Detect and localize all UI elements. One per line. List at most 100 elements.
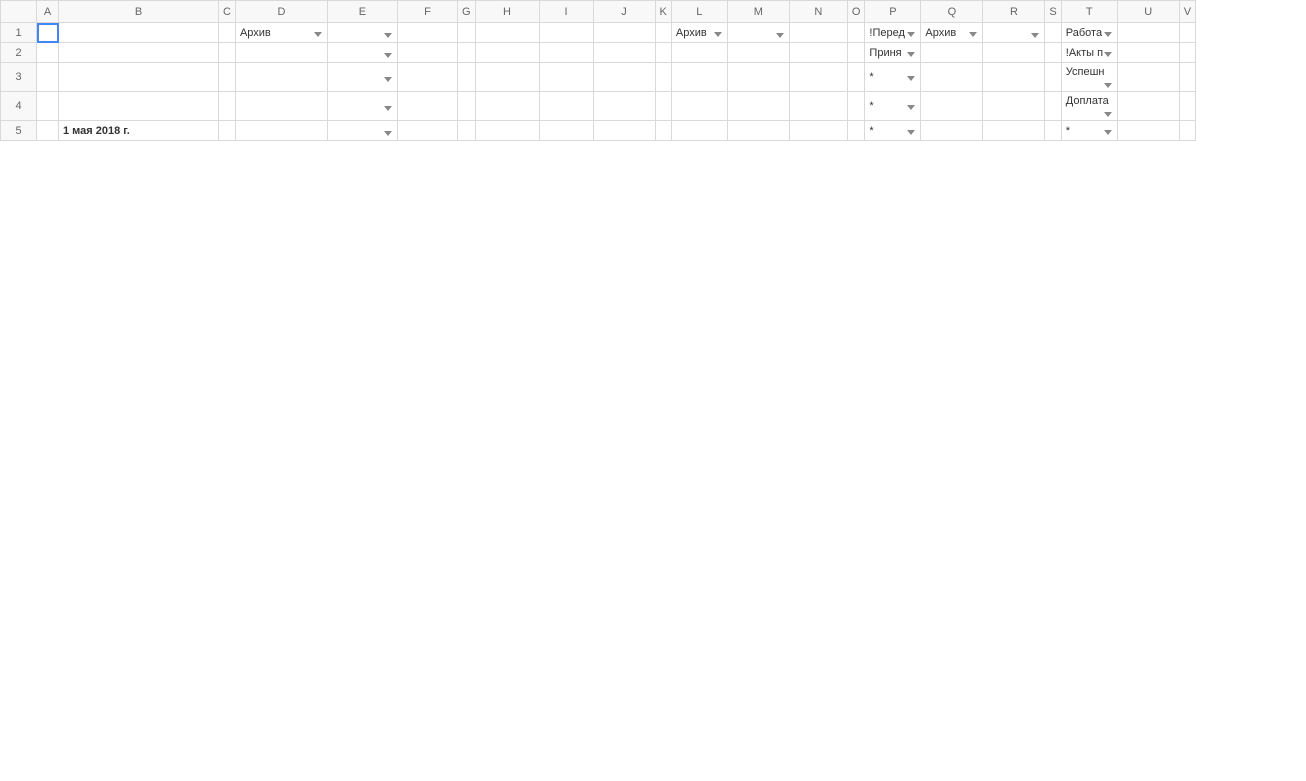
row-header-5[interactable]: 5 xyxy=(1,121,37,141)
cell-C3[interactable] xyxy=(219,63,236,92)
filter-dropdown-icon[interactable] xyxy=(1104,83,1112,88)
cell-A4[interactable] xyxy=(37,92,59,121)
filter-dropdown-icon[interactable] xyxy=(776,33,784,38)
row-header-1[interactable]: 1 xyxy=(1,23,37,43)
cell-E1[interactable] xyxy=(327,23,397,43)
cell-J2[interactable] xyxy=(593,43,655,63)
filter-dropdown-icon[interactable] xyxy=(384,77,392,82)
cell-E5[interactable] xyxy=(327,121,397,141)
col-header-K[interactable]: K xyxy=(655,1,671,23)
cell-T2[interactable]: !Акты п xyxy=(1061,43,1117,63)
col-header-V[interactable]: V xyxy=(1179,1,1195,23)
col-header-C[interactable]: C xyxy=(219,1,236,23)
cell-E4[interactable] xyxy=(327,92,397,121)
col-header-U[interactable]: U xyxy=(1117,1,1179,23)
filter-dropdown-icon[interactable] xyxy=(1104,32,1112,37)
cell-N1[interactable] xyxy=(789,23,847,43)
cell-H3[interactable] xyxy=(475,63,539,92)
cell-O2[interactable] xyxy=(847,43,865,63)
filter-dropdown-icon[interactable] xyxy=(384,33,392,38)
col-header-T[interactable]: T xyxy=(1061,1,1117,23)
filter-dropdown-icon[interactable] xyxy=(907,105,915,110)
filter-dropdown-icon[interactable] xyxy=(314,32,322,37)
cell-Q5[interactable] xyxy=(921,121,983,141)
cell-Q1[interactable]: Архив xyxy=(921,23,983,43)
cell-B3[interactable] xyxy=(59,63,219,92)
cell-M1[interactable] xyxy=(727,23,789,43)
cell-P4[interactable]: * xyxy=(865,92,921,121)
cell-L2[interactable] xyxy=(671,43,727,63)
cell-H1[interactable] xyxy=(475,23,539,43)
cell-G3[interactable] xyxy=(457,63,475,92)
cell-V5[interactable] xyxy=(1179,121,1195,141)
col-header-G[interactable]: G xyxy=(457,1,475,23)
cell-D5[interactable] xyxy=(235,121,327,141)
cell-A5[interactable] xyxy=(37,121,59,141)
cell-J3[interactable] xyxy=(593,63,655,92)
filter-dropdown-icon[interactable] xyxy=(384,131,392,136)
cell-P1[interactable]: !Перед xyxy=(865,23,921,43)
cell-E2[interactable] xyxy=(327,43,397,63)
grid[interactable]: ABCDEFGHIJKLMNOPQRSTUV1АрхивАрхив!ПередА… xyxy=(0,0,1196,141)
cell-N2[interactable] xyxy=(789,43,847,63)
cell-H5[interactable] xyxy=(475,121,539,141)
cell-K3[interactable] xyxy=(655,63,671,92)
cell-C2[interactable] xyxy=(219,43,236,63)
filter-dropdown-icon[interactable] xyxy=(907,130,915,135)
col-header-Q[interactable]: Q xyxy=(921,1,983,23)
cell-R3[interactable] xyxy=(983,63,1045,92)
col-header-F[interactable]: F xyxy=(397,1,457,23)
cell-O5[interactable] xyxy=(847,121,865,141)
cell-D2[interactable] xyxy=(235,43,327,63)
cell-S5[interactable] xyxy=(1045,121,1061,141)
cell-I3[interactable] xyxy=(539,63,593,92)
cell-I2[interactable] xyxy=(539,43,593,63)
cell-G2[interactable] xyxy=(457,43,475,63)
cell-Q2[interactable] xyxy=(921,43,983,63)
filter-dropdown-icon[interactable] xyxy=(384,53,392,58)
cell-N3[interactable] xyxy=(789,63,847,92)
cell-L1[interactable]: Архив xyxy=(671,23,727,43)
cell-I4[interactable] xyxy=(539,92,593,121)
cell-C5[interactable] xyxy=(219,121,236,141)
cell-D1[interactable]: Архив xyxy=(235,23,327,43)
cell-I5[interactable] xyxy=(539,121,593,141)
cell-N4[interactable] xyxy=(789,92,847,121)
corner-cell[interactable] xyxy=(1,1,37,23)
filter-dropdown-icon[interactable] xyxy=(1104,112,1112,117)
cell-R1[interactable] xyxy=(983,23,1045,43)
filter-dropdown-icon[interactable] xyxy=(907,52,915,57)
cell-M3[interactable] xyxy=(727,63,789,92)
cell-F1[interactable] xyxy=(397,23,457,43)
cell-Q3[interactable] xyxy=(921,63,983,92)
cell-J5[interactable] xyxy=(593,121,655,141)
cell-T1[interactable]: Работа xyxy=(1061,23,1117,43)
cell-K4[interactable] xyxy=(655,92,671,121)
cell-K2[interactable] xyxy=(655,43,671,63)
cell-Q4[interactable] xyxy=(921,92,983,121)
cell-G1[interactable] xyxy=(457,23,475,43)
cell-D4[interactable] xyxy=(235,92,327,121)
cell-J4[interactable] xyxy=(593,92,655,121)
cell-O1[interactable] xyxy=(847,23,865,43)
cell-S2[interactable] xyxy=(1045,43,1061,63)
cell-E3[interactable] xyxy=(327,63,397,92)
cell-V2[interactable] xyxy=(1179,43,1195,63)
cell-B5[interactable]: 1 мая 2018 г. xyxy=(59,121,219,141)
cell-U4[interactable] xyxy=(1117,92,1179,121)
col-header-D[interactable]: D xyxy=(235,1,327,23)
cell-S3[interactable] xyxy=(1045,63,1061,92)
cell-R4[interactable] xyxy=(983,92,1045,121)
cell-G5[interactable] xyxy=(457,121,475,141)
cell-J1[interactable] xyxy=(593,23,655,43)
filter-dropdown-icon[interactable] xyxy=(1104,52,1112,57)
filter-dropdown-icon[interactable] xyxy=(907,76,915,81)
cell-T4[interactable]: Доплата xyxy=(1061,92,1117,121)
cell-F5[interactable] xyxy=(397,121,457,141)
cell-V4[interactable] xyxy=(1179,92,1195,121)
cell-T3[interactable]: Успешн xyxy=(1061,63,1117,92)
cell-K5[interactable] xyxy=(655,121,671,141)
cell-S4[interactable] xyxy=(1045,92,1061,121)
cell-S1[interactable] xyxy=(1045,23,1061,43)
cell-P3[interactable]: * xyxy=(865,63,921,92)
